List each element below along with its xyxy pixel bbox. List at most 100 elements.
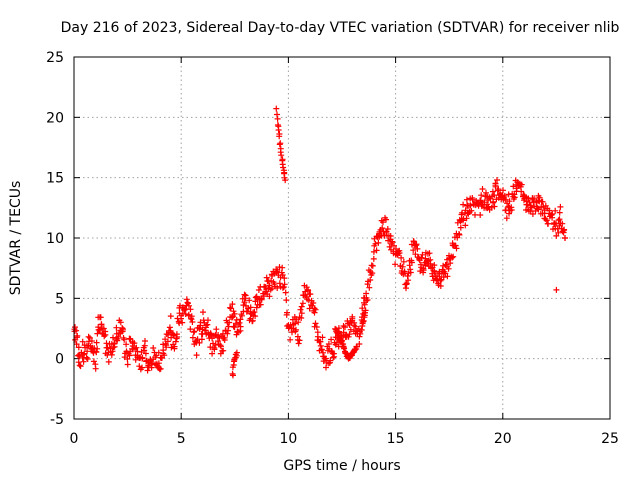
data-point [227,305,234,312]
data-point [285,322,292,329]
data-point [447,255,454,261]
data-point [406,262,413,269]
data-point [440,274,447,281]
data-point [179,319,186,326]
data-point [500,187,506,194]
data-point [381,232,388,239]
data-point [311,309,318,316]
data-point [193,352,200,359]
data-point [94,345,101,352]
data-point [360,317,367,324]
data-point [361,295,368,302]
data-point [242,295,249,302]
data-point [181,306,188,313]
data-point [229,370,236,377]
data-point [255,287,262,293]
data-point [107,345,114,352]
data-point [484,201,491,208]
data-point [143,357,150,364]
data-point [477,212,484,218]
data-point [79,338,86,345]
data-point [231,310,238,317]
data-point [367,277,374,283]
data-point [384,226,391,232]
data-point [123,341,130,348]
data-point [268,277,275,284]
x-tick-label: 15 [387,431,405,447]
data-point [237,323,244,330]
data-point [104,344,111,351]
y-tick-label: -5 [50,412,64,428]
data-point [108,351,115,358]
data-point [133,344,140,351]
data-point [325,341,332,347]
data-point [469,196,476,203]
data-point [560,227,567,234]
data-point [276,133,283,140]
data-point [396,247,403,254]
data-point [510,183,517,190]
data-point [127,335,133,342]
data-point [215,341,222,348]
data-point [205,317,211,324]
data-point [271,281,278,287]
axis-ticks: 0 5 10 15 20 25 -5 0 5 10 15 20 25 [46,50,619,447]
data-point [495,186,502,193]
data-point [352,323,359,330]
data-point [94,330,101,337]
data-point [386,243,393,250]
data-point [186,302,192,309]
data-point [229,301,236,308]
data-point [233,349,240,356]
data-point [77,363,84,370]
data-point [298,310,305,317]
data-point [369,270,376,277]
data-point [500,196,507,203]
data-point [312,306,319,313]
data-point [365,267,372,274]
data-point [491,203,498,210]
data-point [214,333,221,340]
data-point [332,341,339,348]
data-point [292,320,298,327]
data-point [129,340,136,347]
data-point [90,348,96,355]
data-point [317,342,324,349]
data-point [121,336,128,343]
data-point [472,211,478,218]
data-point [545,220,552,227]
data-point [209,350,216,357]
data-point [373,247,380,254]
y-axis-title: SDTVAR / TECUs [8,181,24,296]
data-point [463,215,470,222]
data-point [297,306,304,313]
data-point [420,265,427,272]
data-point [425,257,432,264]
data-point [99,325,106,332]
data-point [280,284,287,290]
data-point [306,305,313,312]
data-point [362,307,369,314]
data-point [479,186,486,192]
data-point [187,326,194,333]
data-point [296,337,303,344]
data-point [327,359,333,366]
data-point [105,358,112,365]
data-point [354,343,360,350]
data-point [404,273,411,279]
data-point [419,251,426,258]
data-point [462,222,469,229]
data-point [87,345,94,352]
data-point [224,330,231,337]
data-point [347,326,354,333]
data-point [277,274,284,281]
data-point [456,216,463,223]
data-point [276,141,283,148]
data-point [468,207,475,214]
data-point [287,336,294,343]
data-point [397,263,404,270]
data-point [73,341,80,348]
data-point [275,127,282,133]
data-point [463,196,470,203]
data-point [535,206,542,213]
